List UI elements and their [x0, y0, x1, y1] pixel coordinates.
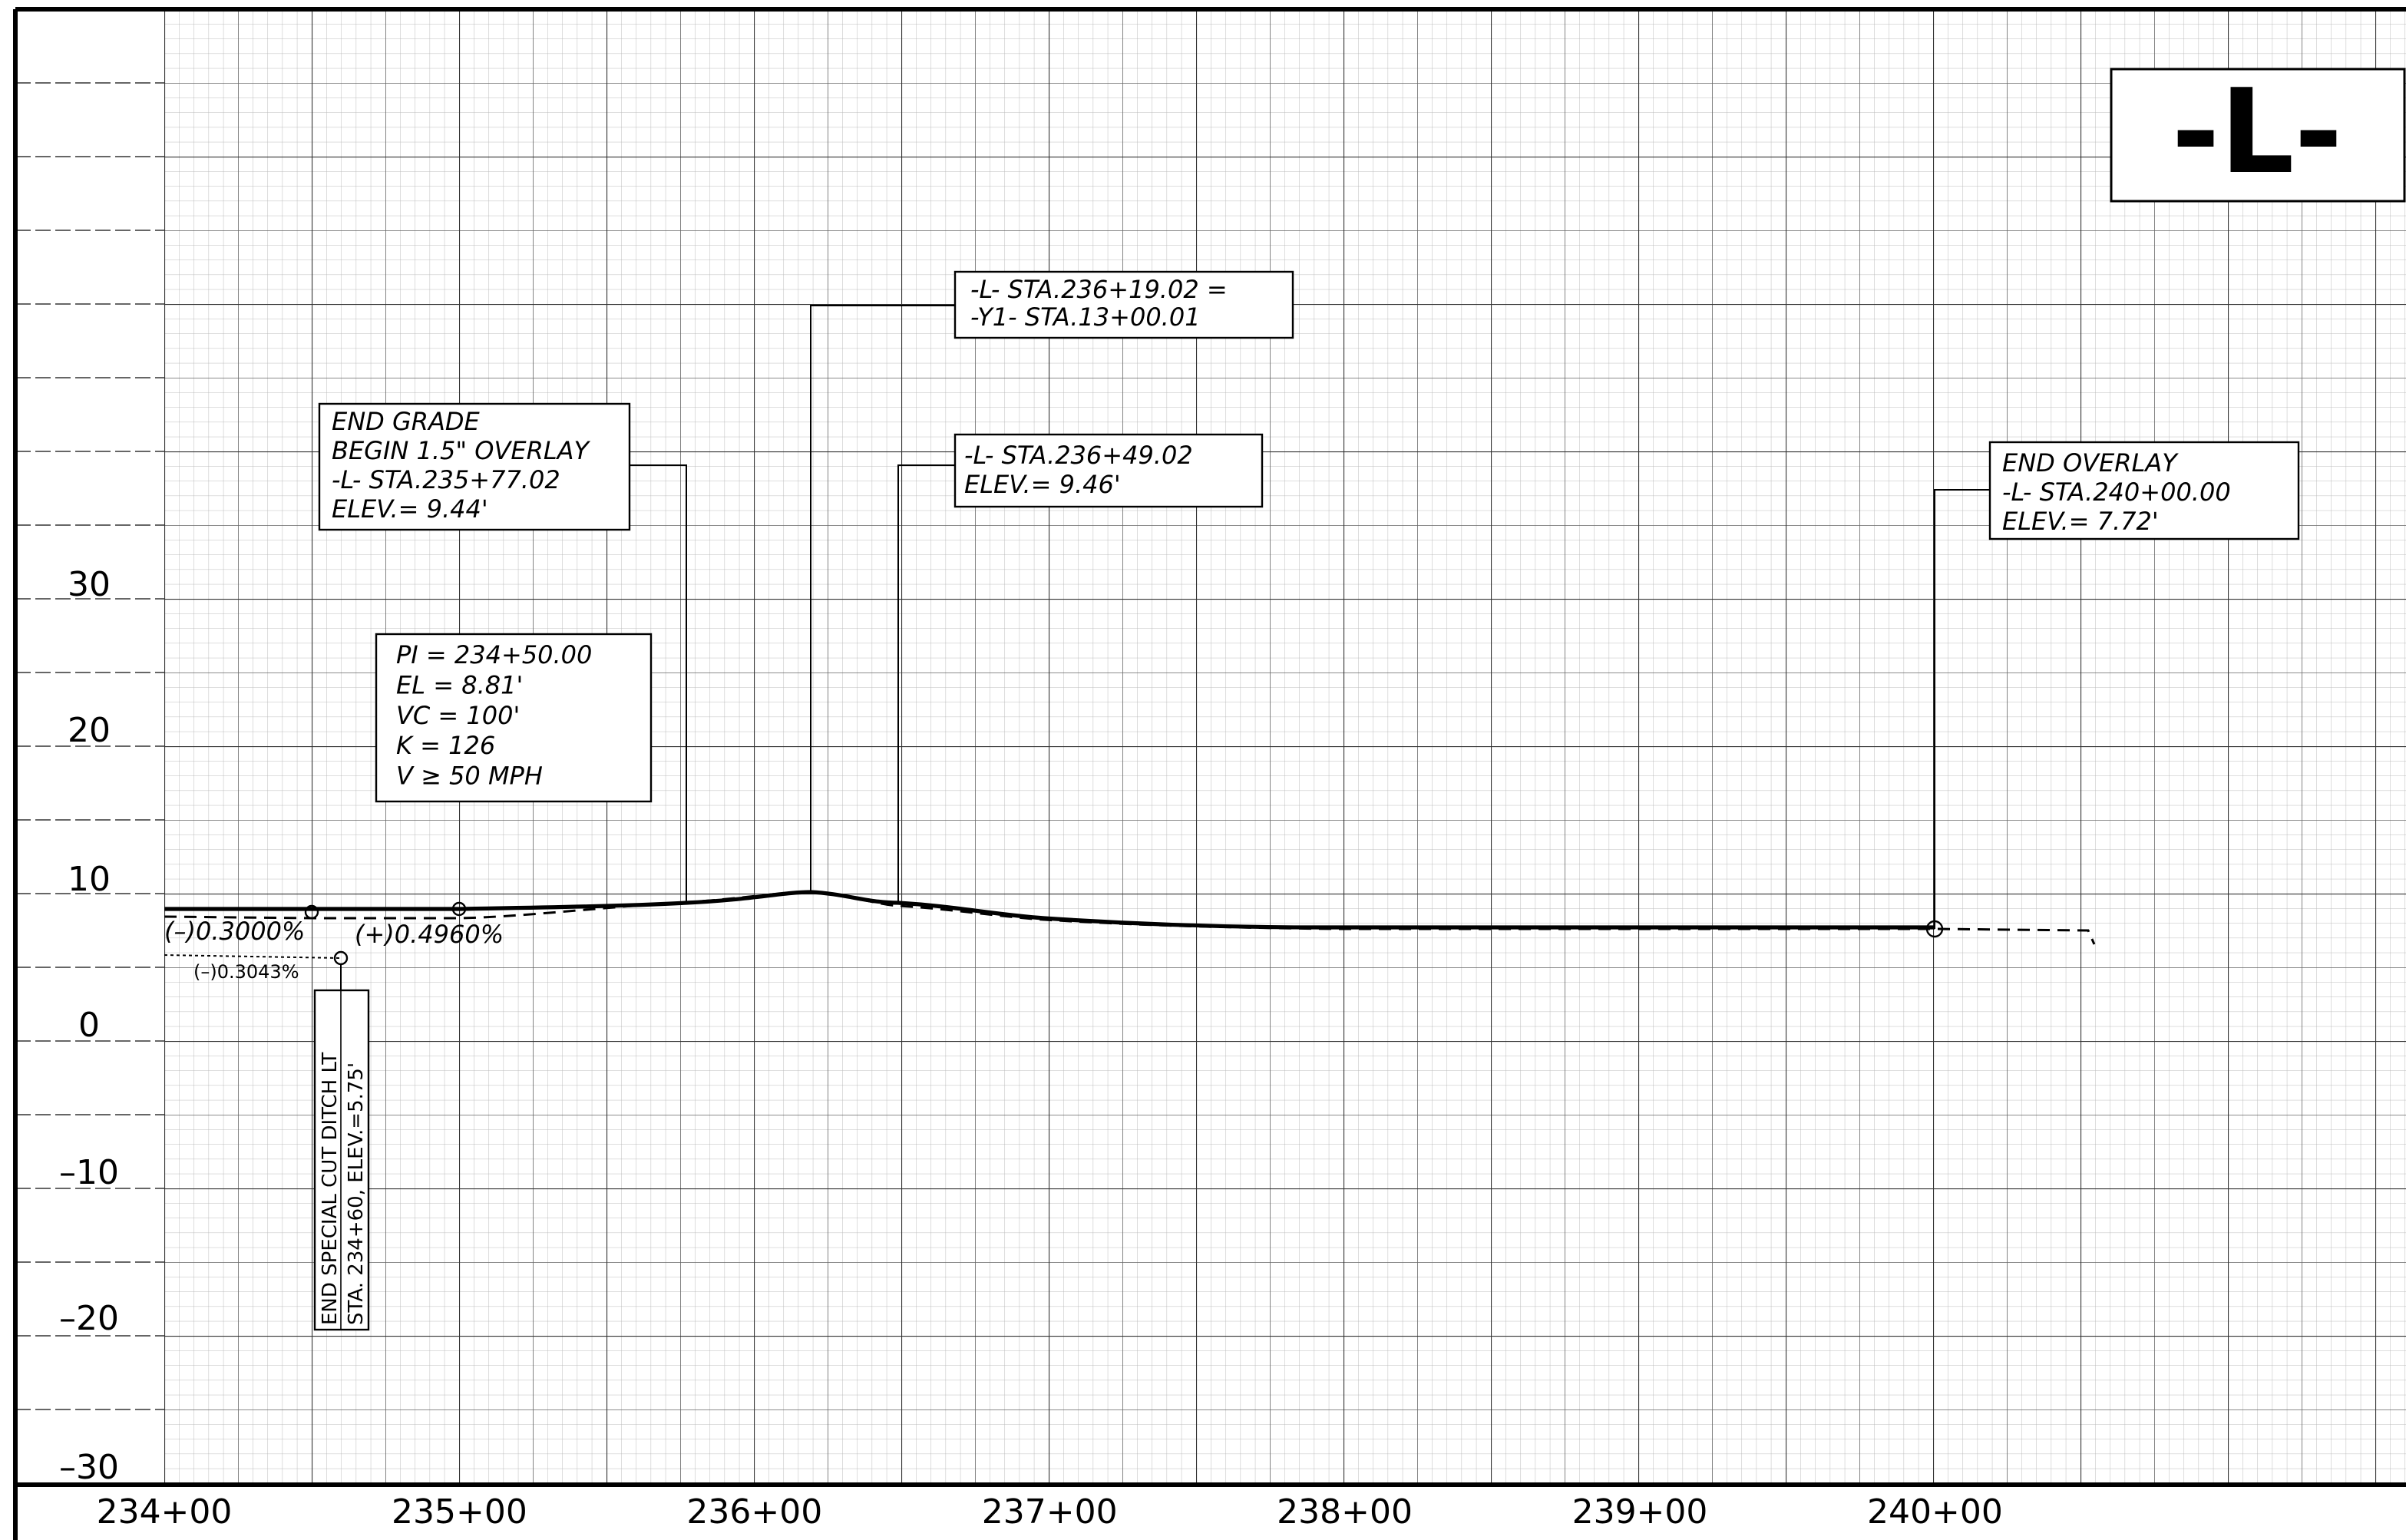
station-label: 235+00: [392, 1492, 527, 1532]
proposed-grade: [164, 890, 1935, 930]
callout: -L- STA.236+19.02 =-Y1- STA.13+00.01: [953, 270, 1294, 339]
callout-line: K = 126: [396, 731, 495, 760]
elevation-label: 30: [68, 565, 111, 604]
callout-line: END OVERLAY: [2002, 448, 2179, 478]
callout-line: EL = 8.81': [396, 670, 523, 699]
marker: [451, 901, 467, 917]
callout-line: -L- STA.236+49.02: [964, 441, 1193, 470]
callout-box: [318, 402, 631, 531]
callout-line: ELEV.= 7.72': [2002, 507, 2159, 536]
callout-line: ELEV.= 9.44': [332, 494, 488, 524]
elevation-label: 20: [68, 711, 111, 750]
leader: [810, 305, 955, 892]
callout-line: VC = 100': [396, 701, 520, 730]
callout-line: END GRADE: [332, 407, 481, 436]
leaders: [630, 305, 1990, 929]
ditch-line: STA. 234+60, ELEV.=5.75': [345, 1062, 368, 1325]
leader: [897, 464, 955, 903]
callout-line: -Y1- STA.13+00.01: [970, 302, 1201, 332]
callout-line: -L- STA.240+00.00: [2002, 478, 2231, 507]
ditch-line: END SPECIAL CUT DITCH LT: [319, 1053, 342, 1325]
left-strip-lines: [15, 82, 164, 1484]
marker: [304, 904, 319, 920]
callout-line: -L- STA.236+19.02 =: [970, 275, 1228, 304]
callout-box: [953, 270, 1294, 339]
callout-box: [1988, 441, 2300, 540]
callout-line: -L- STA.235+77.02: [332, 465, 560, 494]
leader: [1934, 489, 1990, 929]
callout-line: ELEV.= 9.46': [964, 470, 1121, 499]
station-label: 239+00: [1572, 1492, 1708, 1532]
grade-label: (+)0.4960%: [355, 920, 504, 949]
station-label: 237+00: [982, 1492, 1118, 1532]
elevation-label: –30: [59, 1448, 119, 1487]
callout-line: V ≥ 50 MPH: [396, 762, 543, 791]
callout-line: PI = 234+50.00: [396, 640, 592, 669]
callout-box: [953, 433, 1264, 508]
station-label: 234+00: [97, 1492, 233, 1532]
elevation-label: 0: [78, 1006, 100, 1045]
callout-box: [375, 633, 653, 803]
station-label: 238+00: [1277, 1492, 1413, 1532]
title: -L-: [2171, 64, 2342, 200]
elevation-label: –20: [59, 1299, 119, 1338]
callout-line: BEGIN 1.5" OVERLAY: [332, 436, 591, 465]
sheet-border: [13, 7, 2406, 1540]
station-label: 240+00: [1867, 1492, 2003, 1532]
title-box: [2110, 68, 2406, 203]
grade-label: (–)0.3043%: [193, 961, 299, 983]
ditch-grade: [164, 954, 342, 959]
station-label: 236+00: [686, 1492, 822, 1532]
leader: [630, 464, 687, 903]
elevation-label: 10: [68, 860, 111, 899]
ditch-callout: END SPECIAL CUT DITCH LT STA. 234+60, EL…: [313, 989, 370, 1331]
grade-label: (–)0.3000%: [164, 917, 305, 946]
elevation-label: –10: [59, 1153, 119, 1192]
